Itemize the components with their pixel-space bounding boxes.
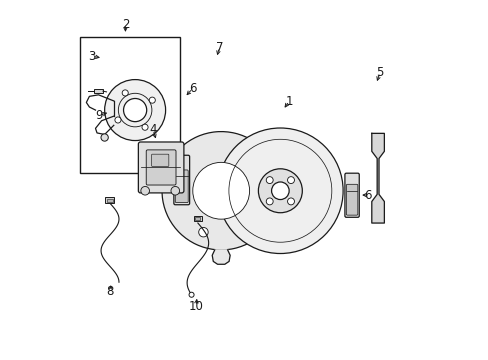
Bar: [195, 217, 200, 220]
Circle shape: [141, 186, 149, 195]
Text: 7: 7: [215, 41, 223, 54]
FancyBboxPatch shape: [175, 170, 188, 203]
Bar: [80, 37, 180, 173]
Text: 6: 6: [364, 189, 371, 202]
FancyBboxPatch shape: [174, 155, 189, 205]
Circle shape: [115, 117, 121, 123]
Text: 5: 5: [376, 66, 383, 79]
Bar: [194, 216, 202, 221]
Text: 3: 3: [88, 50, 96, 63]
Circle shape: [142, 124, 148, 130]
FancyBboxPatch shape: [151, 154, 168, 166]
FancyBboxPatch shape: [138, 142, 183, 193]
Circle shape: [101, 134, 108, 141]
Bar: [94, 89, 103, 93]
Text: 4: 4: [149, 123, 157, 136]
Circle shape: [287, 198, 294, 205]
FancyBboxPatch shape: [146, 150, 176, 185]
Circle shape: [149, 97, 155, 103]
Circle shape: [217, 128, 343, 253]
Text: 2: 2: [122, 18, 129, 31]
Wedge shape: [162, 132, 276, 250]
Circle shape: [265, 198, 273, 205]
Bar: [106, 199, 113, 202]
Bar: [105, 197, 114, 203]
Circle shape: [171, 186, 179, 195]
Circle shape: [122, 90, 128, 96]
Circle shape: [123, 99, 146, 122]
Circle shape: [265, 177, 273, 184]
Polygon shape: [371, 134, 384, 223]
Circle shape: [104, 80, 165, 140]
Polygon shape: [212, 250, 230, 264]
Circle shape: [198, 228, 208, 237]
Text: 9: 9: [95, 109, 103, 122]
FancyBboxPatch shape: [346, 184, 357, 215]
Text: 8: 8: [106, 285, 114, 298]
Text: 1: 1: [285, 95, 292, 108]
FancyBboxPatch shape: [344, 173, 359, 217]
Text: 10: 10: [188, 300, 203, 313]
Circle shape: [189, 292, 194, 297]
Circle shape: [287, 177, 294, 184]
Circle shape: [271, 182, 288, 199]
Circle shape: [192, 162, 249, 219]
Text: 6: 6: [188, 82, 196, 95]
Circle shape: [258, 169, 302, 213]
